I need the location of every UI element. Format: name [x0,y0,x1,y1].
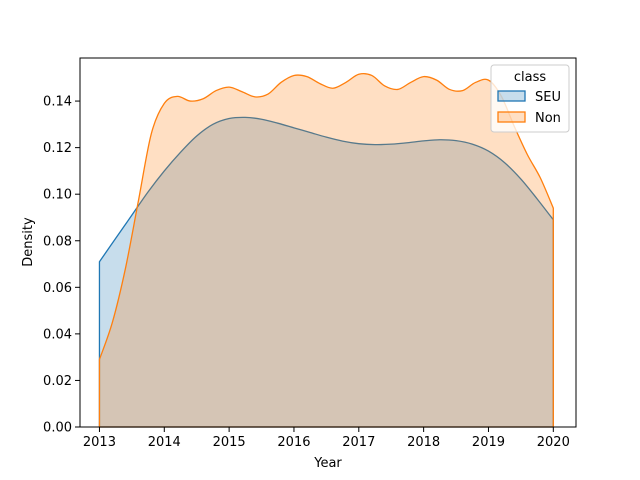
y-tick-label: 0.04 [43,327,72,342]
y-axis-title: Density [21,217,36,267]
x-tick-label: 2018 [407,435,440,450]
density-area-non [99,73,554,427]
series-areas [98,72,554,428]
density-line-non [98,72,554,428]
legend-frame [490,64,570,133]
x-tick-label: 2020 [537,435,570,450]
y-tick-label: 0.14 [43,95,72,110]
y-tick-label: 0.10 [43,188,72,203]
x-tick-label: 2019 [472,435,505,450]
y-tick-label: 0.12 [43,141,72,156]
y-tick-label: 0.02 [43,374,72,389]
x-tick-label: 2015 [213,435,246,450]
density-line-seu [98,116,554,428]
legend: class SEU Non [490,64,570,133]
plot-frame [79,57,577,428]
x-axis-title: Year [313,456,342,471]
legend-swatch-non [497,111,526,123]
density-area-seu [99,117,554,428]
x-tick-label: 2014 [148,435,181,450]
x-tick-label: 2017 [342,435,375,450]
y-tick-label: 0.00 [43,421,72,436]
y-axis: 0.00 0.02 0.04 0.06 0.08 0.10 0.12 0.14 [43,95,80,436]
y-tick-label: 0.08 [43,234,72,249]
y-tick-label: 0.06 [43,281,72,296]
legend-title: class [514,70,546,85]
legend-swatch-seu [497,90,526,102]
x-tick-label: 2013 [83,435,116,450]
legend-label-non: Non [535,111,561,126]
x-axis: 2013 2014 2015 2016 2017 2018 2019 2020 [83,427,570,450]
legend-label-seu: SEU [535,90,561,105]
x-tick-label: 2016 [277,435,310,450]
